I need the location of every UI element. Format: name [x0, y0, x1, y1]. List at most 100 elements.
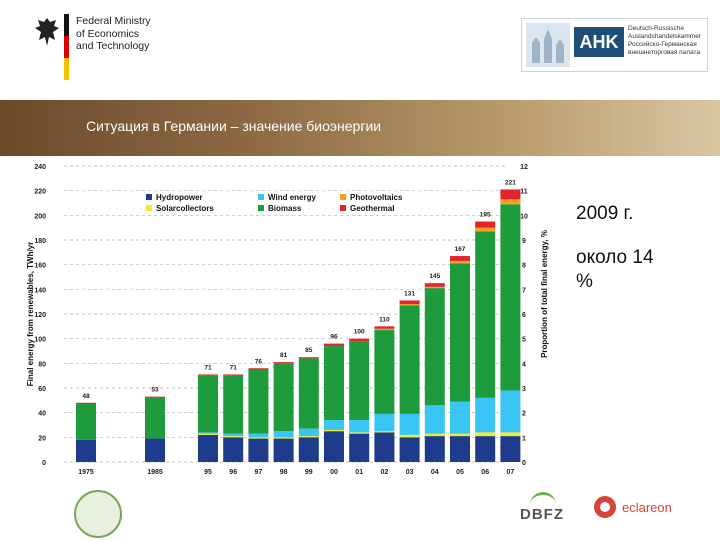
ahk-chamber-name: Deutsch-Russische Auslandshandelskammer … — [628, 25, 701, 56]
bar-total-label: 195 — [480, 212, 491, 219]
x-tick-label: 05 — [456, 469, 464, 476]
bar-segment-hydro — [298, 437, 319, 462]
bar-segment-photovoltaics — [374, 328, 395, 331]
bar-total-label: 71 — [204, 364, 212, 371]
bar-segment-solarcollectors — [298, 436, 319, 438]
y-tick-label: 160 — [34, 263, 46, 270]
bar-total-label: 221 — [505, 179, 516, 186]
bar-segment-geothermal — [324, 343, 344, 347]
bar-segment-wind — [223, 433, 244, 437]
bar-segment-wind — [450, 401, 470, 434]
bar-segment-hydro — [475, 436, 496, 462]
bar-segment-hydro — [324, 431, 344, 462]
bar-total-label: 110 — [379, 316, 390, 323]
bar-segment-hydro — [76, 439, 96, 462]
legend-swatch-photovoltaics — [340, 194, 346, 200]
bar-segment-wind — [424, 405, 445, 434]
bar-segment-hydro — [399, 437, 420, 462]
x-tick-label: 03 — [406, 469, 414, 476]
bar-segment-solarcollectors — [324, 429, 344, 432]
bar-segment-wind — [500, 390, 521, 433]
bar-segment-wind — [374, 413, 395, 432]
x-tick-label: 1985 — [147, 469, 163, 476]
bar-segment-biomass — [76, 404, 96, 440]
legend-label: Solarcollectors — [156, 204, 214, 213]
y-tick-label: 20 — [38, 435, 46, 442]
bar-segment-geothermal — [475, 221, 496, 228]
bar-segment-geothermal — [399, 300, 420, 305]
bar-segment-biomass — [273, 363, 294, 432]
y2-tick-label: 12 — [520, 164, 528, 171]
bar-segment-solarcollectors — [399, 434, 420, 438]
y2-tick-label: 9 — [522, 238, 526, 245]
y2-tick-label: 4 — [522, 361, 526, 368]
bar-total-label: 131 — [404, 290, 415, 297]
bar-segment-solarcollectors — [223, 436, 244, 438]
bar-segment-hydro — [273, 438, 294, 462]
bar-segment-geothermal — [248, 368, 269, 370]
bar-segment-solarcollectors — [450, 433, 470, 437]
bar-segment-hydro — [248, 438, 269, 462]
y2-tick-label: 10 — [520, 213, 528, 220]
y2-tick-label: 11 — [520, 189, 528, 196]
legend-label: Wind energy — [268, 193, 316, 202]
bar-segment-biomass — [500, 204, 521, 391]
bar-total-label: 53 — [151, 387, 159, 394]
side-note-percent: % — [576, 271, 593, 292]
x-tick-label: 02 — [381, 469, 389, 476]
legend-swatch-solarcollectors — [146, 205, 152, 211]
legend-swatch-wind — [258, 194, 264, 200]
x-tick-label: 96 — [229, 469, 237, 476]
bar-segment-photovoltaics — [450, 260, 470, 264]
bar-segment-wind — [298, 428, 319, 437]
bar-segment-biomass — [424, 288, 445, 406]
bar-segment-geothermal — [273, 362, 294, 364]
eclareon-icon — [594, 496, 616, 518]
bar-segment-geothermal — [76, 402, 96, 405]
bar-segment-biomass — [349, 341, 370, 421]
bar-segment-hydro — [374, 432, 395, 462]
bar-segment-geothermal — [198, 374, 218, 376]
bar-total-label: 71 — [230, 364, 238, 371]
bar-segment-hydro — [349, 433, 370, 462]
bar-segment-wind — [273, 431, 294, 438]
bar-segment-hydro — [424, 436, 445, 462]
legend-swatch-geothermal — [340, 205, 346, 211]
side-note-year: 2009 г. — [576, 203, 634, 224]
cathedral-icon — [526, 23, 570, 67]
bar-segment-solarcollectors — [500, 432, 521, 437]
bar-total-label: 145 — [429, 273, 440, 280]
bar-segment-geothermal — [298, 357, 319, 359]
y2-tick-label: 2 — [522, 411, 526, 418]
bar-segment-geothermal — [450, 256, 470, 261]
bar-total-label: 100 — [354, 329, 365, 336]
x-tick-label: 00 — [330, 469, 338, 476]
ministry-name: Federal Ministry of Economics and Techno… — [76, 15, 151, 52]
bar-segment-wind — [475, 397, 496, 433]
ahk-label: AHK — [574, 27, 624, 57]
bar-segment-biomass — [374, 330, 395, 414]
legend-label: Biomass — [268, 204, 302, 213]
bar-segment-photovoltaics — [399, 304, 420, 306]
x-tick-label: 97 — [255, 469, 263, 476]
ahk-logo-box: AHK Deutsch-Russische Auslandshandelskam… — [521, 18, 708, 72]
title-band — [0, 100, 720, 156]
side-note-share: около 14 — [576, 247, 654, 268]
bar-segment-geothermal — [145, 396, 165, 398]
bar-segment-geothermal — [374, 326, 395, 329]
y-tick-label: 40 — [38, 411, 46, 418]
renewables-chart: 0204060801001201401601802002202400123456… — [26, 164, 549, 476]
y2-tick-label: 5 — [522, 337, 526, 344]
bar-segment-geothermal — [500, 189, 521, 200]
slide-header: Federal Ministry of Economics and Techno… — [0, 0, 720, 100]
bar-total-label: 85 — [305, 347, 313, 354]
bar-segment-biomass — [450, 263, 470, 402]
legend-label: Geothermal — [350, 204, 394, 213]
bar-segment-biomass — [324, 346, 344, 421]
bar-segment-hydro — [145, 438, 165, 462]
x-tick-label: 95 — [204, 469, 212, 476]
x-tick-label: 07 — [507, 469, 515, 476]
bar-segment-solarcollectors — [424, 433, 445, 437]
bar-segment-wind — [248, 433, 269, 438]
x-tick-label: 06 — [481, 469, 489, 476]
